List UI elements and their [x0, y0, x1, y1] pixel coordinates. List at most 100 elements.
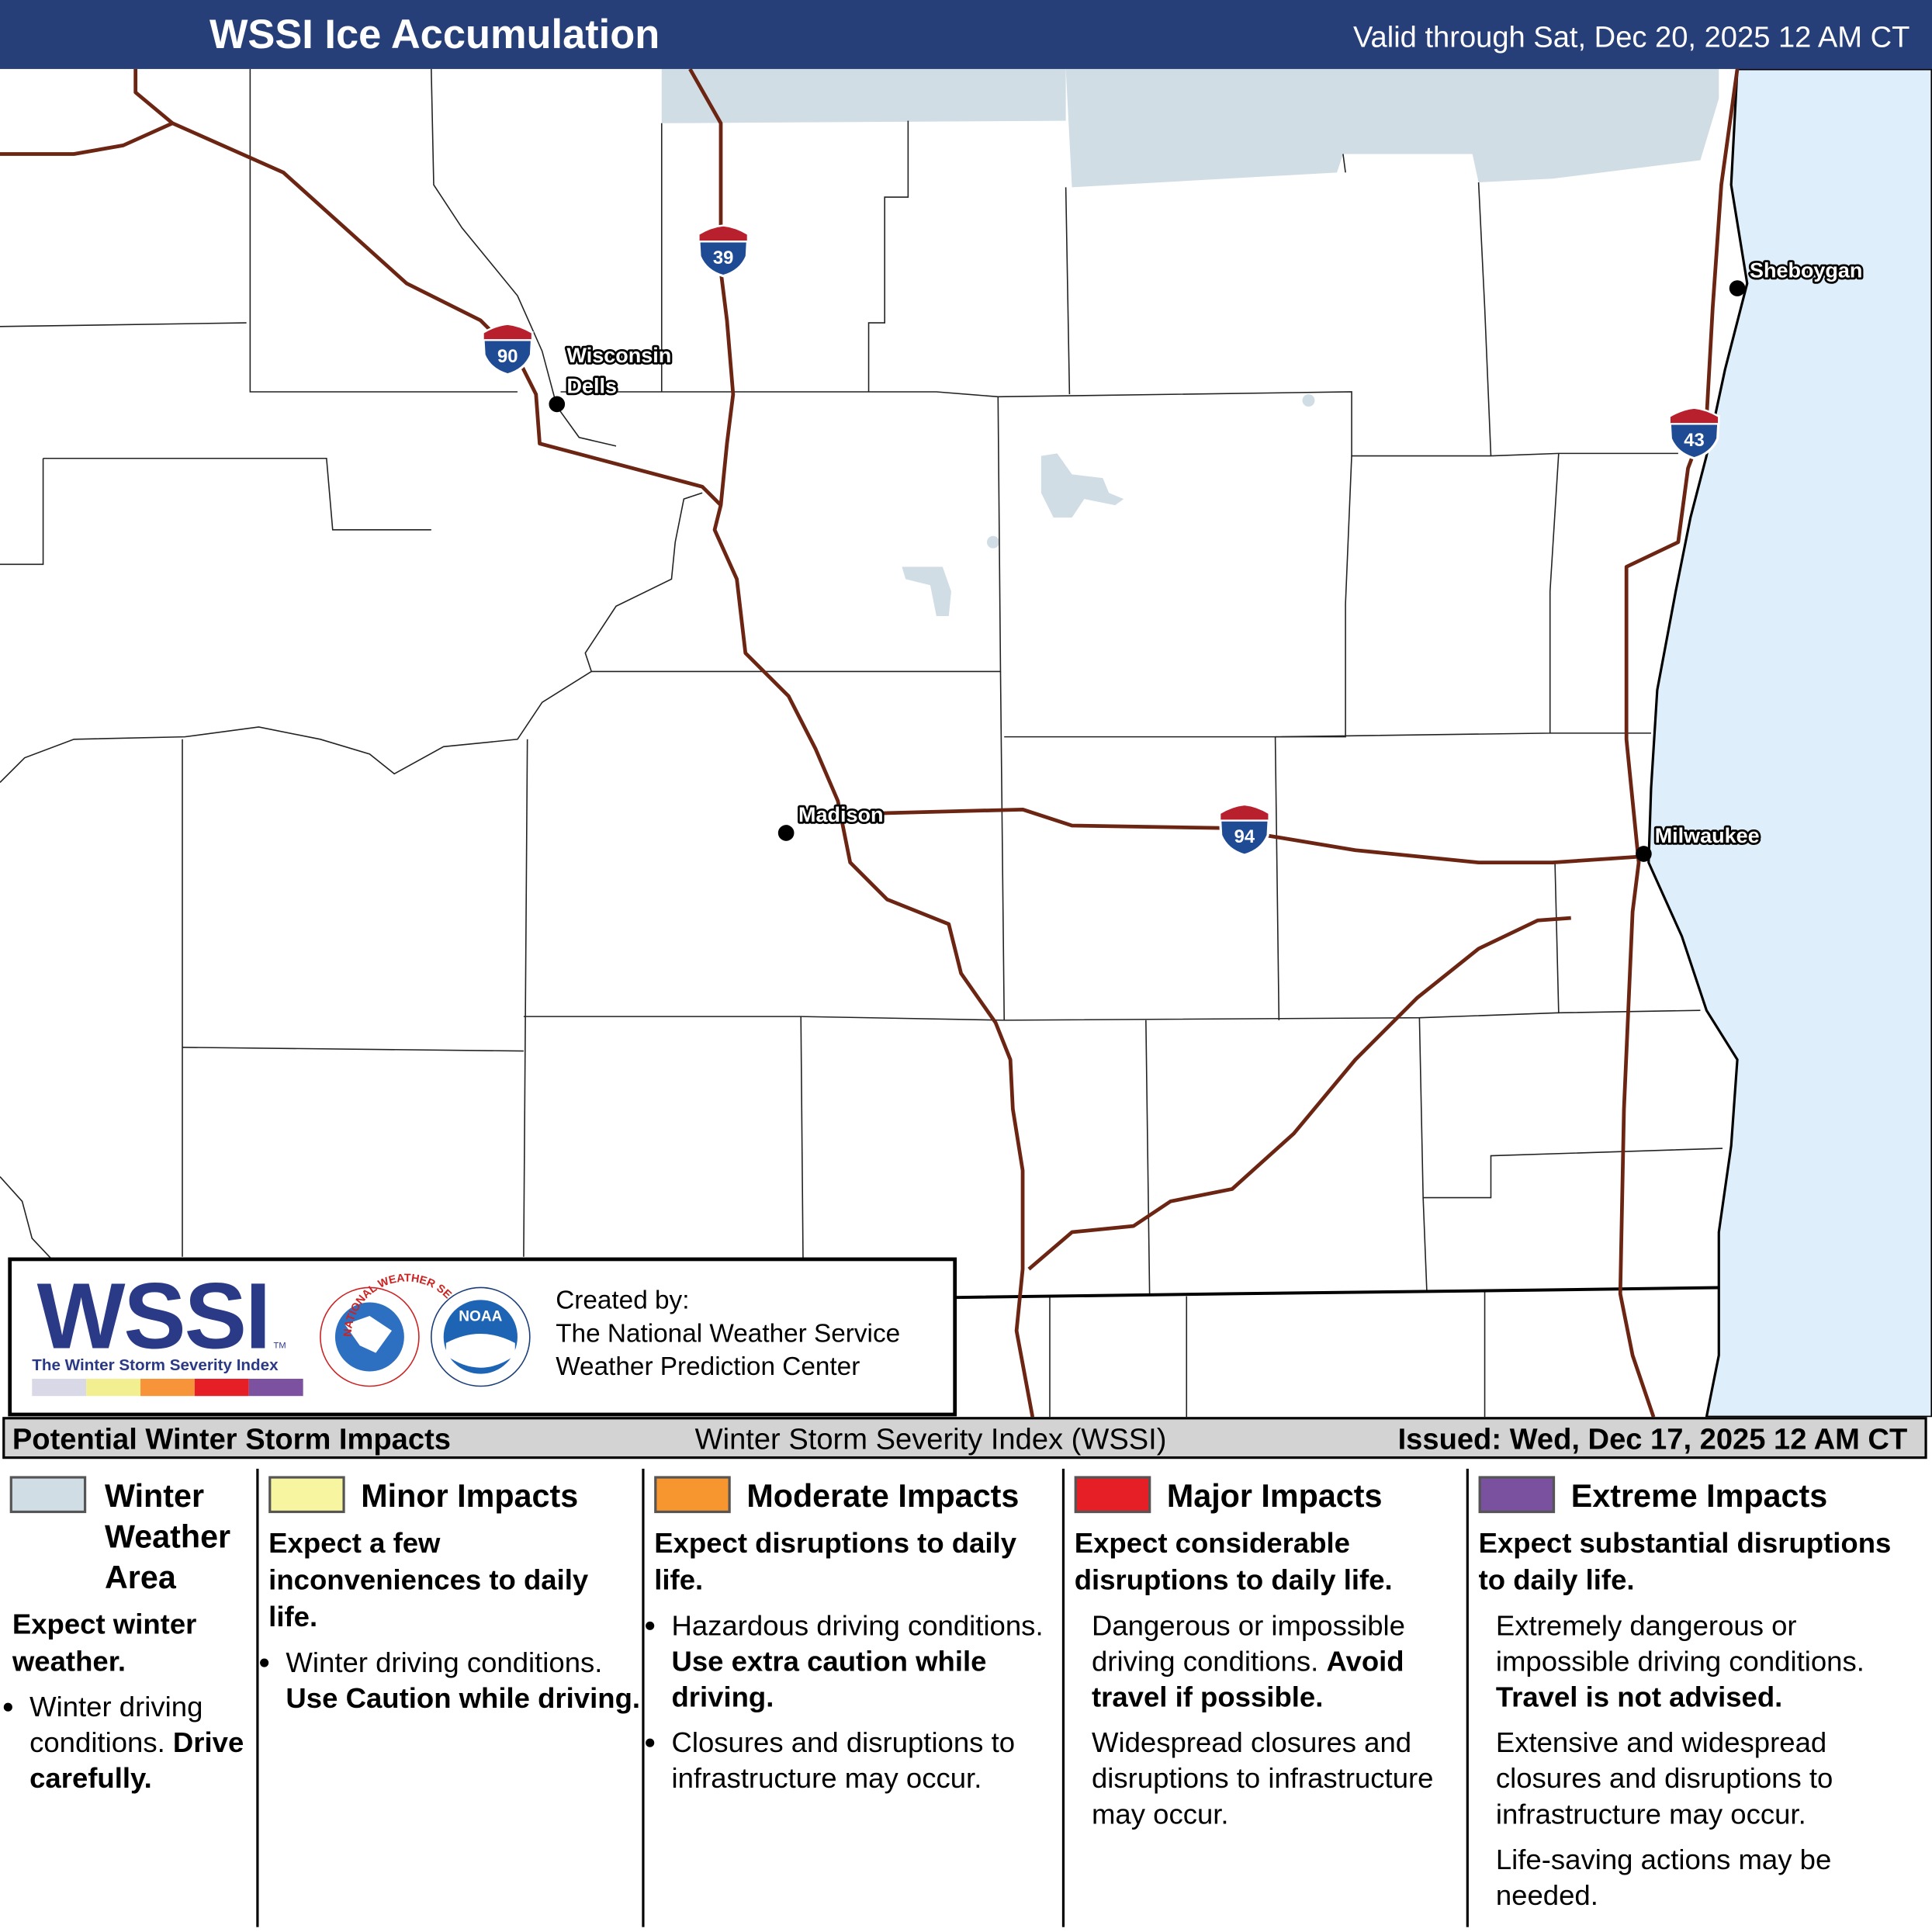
county-line [0, 458, 44, 566]
county-line [1145, 1020, 1151, 1294]
road [881, 807, 1646, 864]
detail-text: Dangerous or impossible driving conditio… [1091, 1608, 1405, 1678]
detail-text: Closures and disruptions to infrastructu… [671, 1726, 1016, 1795]
detail-item: Winter driving conditions. Use Caution w… [286, 1645, 642, 1716]
category-headline: Expect disruptions to daily life. [654, 1526, 1017, 1596]
county-line [0, 322, 247, 327]
map-background [0, 68, 1932, 1418]
county-line [182, 1047, 524, 1052]
detail-item: Extensive and widespread closures and di… [1479, 1725, 1932, 1832]
city-dot [777, 825, 795, 841]
detail-list: Winter driving conditions. Drive careful… [12, 1689, 256, 1796]
detail-text: Widespread closures and disruptions to i… [1091, 1726, 1434, 1830]
detail-emphasis: Use Caution while driving. [286, 1681, 641, 1714]
legend-column: Minor Impacts Expect a few inconveniences… [256, 1466, 642, 1927]
city-dot [1636, 846, 1652, 862]
county-line [523, 1012, 1559, 1021]
detail-item: Winter driving conditions. Drive careful… [29, 1689, 256, 1796]
road [133, 68, 722, 507]
header-valid: Valid through Sat, Dec 20, 2025 12 AM CT [1353, 21, 1909, 54]
column-separator [256, 1468, 259, 1927]
detail-text: Extensive and widespread closures and di… [1495, 1726, 1833, 1830]
legend-column: Major Impacts Expect considerable disrupt… [1062, 1466, 1466, 1927]
legend-title: Potential Winter Storm Impacts [12, 1423, 451, 1457]
inland-lakes [902, 394, 1315, 617]
county-line [999, 671, 1006, 1020]
city-label: Milwaukee [1655, 824, 1760, 847]
lake [1302, 394, 1315, 407]
shield-number: 43 [1684, 430, 1705, 451]
header-bar [0, 0, 1932, 69]
shield-number: 94 [1234, 826, 1255, 847]
nws-logo-bolt [345, 1315, 392, 1353]
map-overlays: 39 90 43 94 Wisconsin Dells Madison Sheboygan Mi… [481, 224, 1864, 862]
legend: Potential Winter Storm Impacts Winter St… [0, 1417, 1932, 1932]
shield-body [1218, 812, 1271, 857]
county-line [1422, 1197, 1428, 1292]
lake [986, 535, 999, 549]
detail-item: Hazardous driving conditions. Use extra … [671, 1608, 1061, 1715]
detail-item: Widespread closures and disruptions to i… [1075, 1725, 1466, 1832]
category-swatch [268, 1476, 345, 1514]
county-line [1274, 736, 1280, 1020]
detail-item: Closures and disruptions to infrastructu… [671, 1725, 1061, 1796]
created-by: Created by: [556, 1286, 689, 1314]
detail-text: Hazardous driving conditions. [671, 1608, 1044, 1642]
river [0, 492, 703, 783]
column-separator [1061, 1468, 1065, 1927]
lake [1040, 453, 1124, 518]
scale-swatch [32, 1378, 87, 1397]
roads [0, 68, 1740, 1418]
county-line [1065, 187, 1071, 395]
winter-weather-area [1065, 68, 1719, 188]
city-label: Madison [798, 803, 883, 826]
city-label: Sheboygan [1750, 258, 1862, 282]
created-by-org: The National Weather Service [556, 1319, 900, 1348]
detail-text: Winter driving conditions. [29, 1690, 203, 1759]
county-line [1275, 453, 1560, 738]
interstate-shield: 43 [1668, 407, 1720, 460]
category-swatch [9, 1476, 87, 1514]
shield-body [481, 331, 534, 376]
wssi-logo: WSSI [37, 1263, 272, 1368]
county-line [800, 1016, 805, 1294]
county-line [43, 457, 431, 531]
road [1027, 916, 1571, 1271]
winter-weather-area [661, 68, 1066, 123]
detail-list: Closures and disruptions to infrastructu… [654, 1725, 1062, 1796]
legend-column: Extreme Impacts Expect substantial disrup… [1466, 1466, 1932, 1927]
road [1618, 68, 1740, 1418]
detail-list: Winter driving conditions. Use Caution w… [268, 1645, 642, 1716]
category-swatch [654, 1476, 731, 1514]
legend-subtitle: Winter Storm Severity Index (WSSI) [694, 1423, 1167, 1457]
interstate-shield: 94 [1218, 803, 1271, 857]
detail-emphasis: Travel is not advised. [1495, 1681, 1783, 1713]
city-dot [549, 396, 566, 413]
interstate-shield: 39 [697, 224, 750, 278]
detail-item: Dangerous or impossible driving conditio… [1075, 1608, 1466, 1715]
header-title: WSSI Ice Accumulation [209, 12, 660, 57]
scale-swatch [194, 1378, 249, 1397]
shield-top [482, 323, 534, 341]
scale-swatch [248, 1378, 303, 1397]
detail-text: Extremely dangerous or impossible drivin… [1495, 1608, 1864, 1678]
city-label: Wisconsin [566, 344, 671, 367]
scale-swatch [140, 1378, 195, 1397]
lake-michigan [1647, 68, 1932, 1418]
map: 39 90 43 94 Wisconsin Dells Madison Sheboygan Mi… [0, 0, 1932, 1418]
city-dot [1729, 280, 1746, 296]
state-line [954, 1286, 1719, 1300]
category-headline: Expect substantial disruptions to daily … [1478, 1526, 1892, 1596]
legend-column: Winter Weather Area Expect winter weather… [0, 1466, 256, 1927]
wssi-scale-bar [32, 1378, 303, 1397]
detail-item: Life-saving actions may be needed. [1479, 1842, 1932, 1913]
legend-issued: Issued: Wed, Dec 17, 2025 12 AM CT [1397, 1423, 1908, 1457]
detail-item: Extremely dangerous or impossible drivin… [1479, 1608, 1932, 1715]
shield-top [1668, 407, 1720, 425]
county-lines [0, 68, 1723, 1418]
county-line [1477, 182, 1492, 456]
noaa-logo-gull [445, 1334, 515, 1368]
county-line [249, 68, 518, 393]
road [688, 68, 1035, 1418]
detail-emphasis: Avoid travel if possible. [1091, 1644, 1404, 1713]
